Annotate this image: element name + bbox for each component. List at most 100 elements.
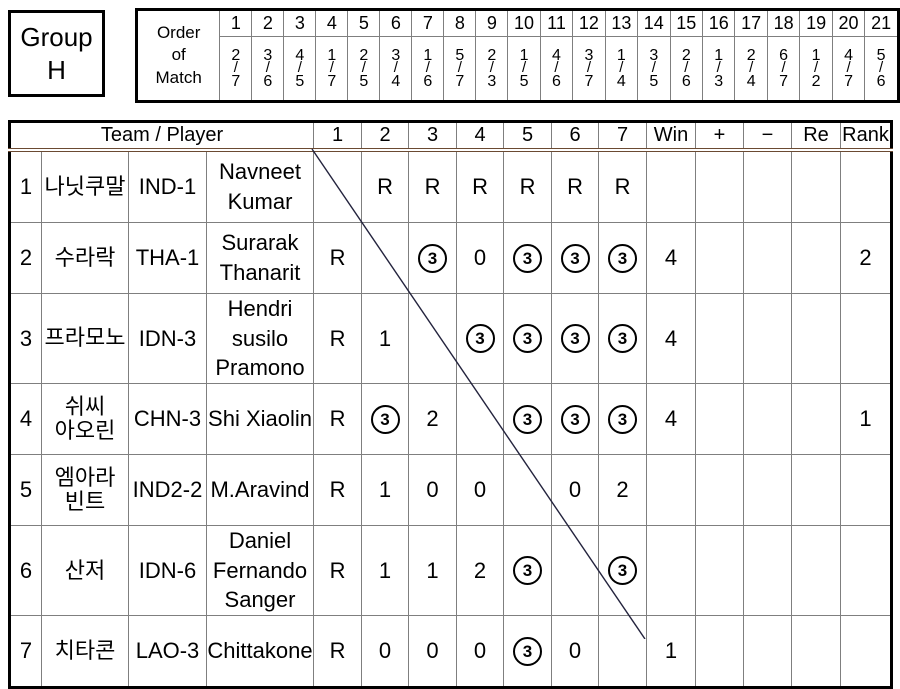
re-col [791, 222, 842, 294]
circled-three-score: 3 [370, 404, 400, 434]
re-col [791, 454, 842, 527]
header-round-6: 6 [551, 121, 600, 152]
standings-row: 6 산저 IDN-6 Daniel Fernando Sanger R 1 1 2 3 3 [9, 525, 893, 617]
team-code: THA-1 [128, 222, 207, 294]
circled-three-score: 3 [608, 404, 638, 434]
order-match-number: 10 [507, 9, 541, 37]
order-match-pair: 2/5 [347, 36, 381, 102]
team-name-korean: 프라모노 [41, 292, 129, 385]
circled-three-score: 3 [560, 324, 590, 354]
re-col [791, 383, 842, 456]
team-code: IND-1 [128, 149, 207, 223]
minus-col [743, 615, 793, 689]
team-name-korean: 쉬씨 아오린 [41, 383, 129, 456]
result-vs-2: 1 [361, 292, 410, 385]
result-vs-6: R [551, 149, 600, 223]
header-rank: Rank [840, 121, 893, 152]
result-vs-2: 1 [361, 454, 410, 527]
result-vs-1: R [313, 222, 363, 294]
plus-col [695, 615, 745, 689]
result-vs-7: 3 [598, 383, 648, 456]
order-match-number: 20 [831, 9, 866, 37]
win-count: 4 [646, 222, 697, 294]
plus-col [695, 383, 745, 456]
result-vs-2: 3 [361, 383, 410, 456]
minus-col [743, 292, 793, 385]
team-code: LAO-3 [128, 615, 207, 689]
order-match-number: 9 [475, 9, 509, 37]
row-number: 6 [9, 525, 42, 617]
order-match-pair: 1/2 [799, 36, 833, 102]
order-match-number: 12 [572, 9, 606, 37]
result-vs-2: R [361, 149, 410, 223]
minus-col [743, 383, 793, 456]
plus-col [695, 149, 745, 223]
team-code: IND2-2 [128, 454, 207, 527]
order-match-pair: 4/6 [539, 36, 574, 102]
header-team-player: Team / Player [8, 121, 315, 152]
re-col [791, 525, 842, 617]
rank-col [840, 454, 893, 527]
standings-row: 3 프라모노 IDN-3 Hendri susilo Pramono R 1 3 3 3 3 4 [9, 292, 893, 385]
order-match-number: 3 [283, 9, 317, 37]
order-match-number: 21 [864, 9, 899, 37]
row-number: 4 [9, 383, 42, 456]
order-label-line: of [171, 45, 186, 65]
circled-three-score: 3 [560, 243, 590, 273]
standings-row: 5 엠아라 빈트 IND2-2 M.Aravind R 1 0 0 0 2 [9, 454, 893, 527]
result-vs-5: 3 [503, 615, 553, 689]
order-match-pair: 1/7 [315, 36, 349, 102]
result-vs-7: 3 [598, 222, 648, 294]
circled-three-score: 3 [418, 243, 448, 273]
header-round-5: 5 [503, 121, 553, 152]
player-name: Hendri susilo Pramono [205, 292, 315, 385]
order-match-number: 15 [669, 9, 704, 37]
minus-col [743, 149, 793, 223]
result-vs-6: 3 [551, 292, 600, 385]
circled-three-score: 3 [513, 636, 543, 666]
minus-col [743, 454, 793, 527]
standings-body: 1 나닛쿠말 IND-1 Navneet Kumar R R R R R R 2 수라락 THA-1 Sur… [9, 149, 893, 689]
rank-col [840, 149, 893, 223]
order-match-pair: 1/6 [411, 36, 445, 102]
player-name: Daniel Fernando Sanger [205, 525, 315, 617]
result-vs-4 [456, 383, 505, 456]
circled-three-score: 3 [608, 556, 638, 586]
order-of-match-label: Order of Match [135, 9, 221, 102]
circled-three-score: 3 [513, 324, 543, 354]
circled-three-score: 3 [513, 556, 543, 586]
rank-col: 1 [840, 383, 893, 456]
result-vs-7: 2 [598, 454, 648, 527]
result-vs-6 [551, 525, 600, 617]
order-match-pair: 4/7 [831, 36, 866, 102]
order-match-number: 19 [799, 9, 833, 37]
row-number: 3 [9, 292, 42, 385]
player-name: M.Aravind [205, 454, 315, 527]
win-count [646, 454, 697, 527]
order-match-pair: 1/4 [604, 36, 639, 102]
group-title-line2: H [47, 54, 66, 85]
order-match-pair: 3/4 [379, 36, 413, 102]
header-win: Win [646, 121, 697, 152]
result-vs-5: R [503, 149, 553, 223]
order-match-number: 5 [347, 9, 381, 37]
result-vs-7: R [598, 149, 648, 223]
result-vs-7: 3 [598, 525, 648, 617]
player-name: Navneet Kumar [205, 149, 315, 223]
result-vs-4: 3 [456, 292, 505, 385]
order-match-number: 11 [539, 9, 574, 37]
rank-col [840, 615, 893, 689]
row-number: 5 [9, 454, 42, 527]
win-count [646, 525, 697, 617]
win-count: 4 [646, 292, 697, 385]
result-vs-3 [408, 292, 458, 385]
result-vs-6: 0 [551, 615, 600, 689]
result-vs-3: 0 [408, 454, 458, 527]
player-name: Surarak Thanarit [205, 222, 315, 294]
re-col [791, 149, 842, 223]
result-vs-4: R [456, 149, 505, 223]
order-match-pair: 6/7 [766, 36, 801, 102]
re-col [791, 292, 842, 385]
order-match-pair: 5/6 [864, 36, 899, 102]
header-round-4: 4 [456, 121, 505, 152]
